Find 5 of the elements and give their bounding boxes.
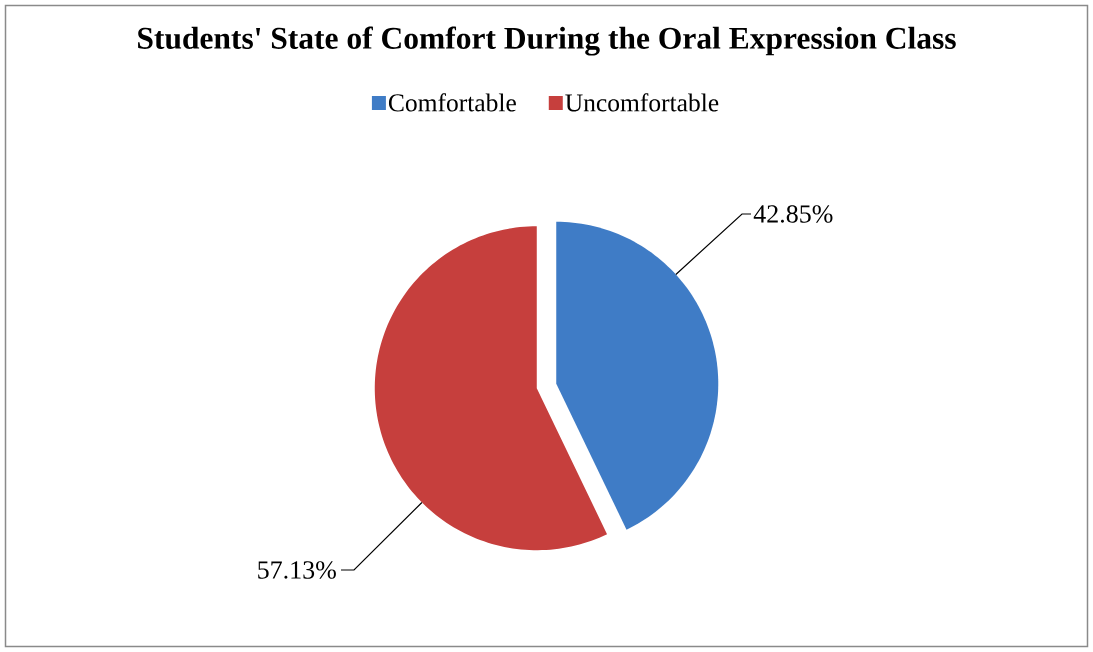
legend-label: Uncomfortable <box>565 93 719 112</box>
data-label: 42.85% <box>753 205 833 223</box>
legend-label: Comfortable <box>388 93 516 112</box>
chart-title: Students' State of Comfort During the Oral Expression Class <box>138 26 956 56</box>
data-label: 57.13% <box>258 561 336 579</box>
